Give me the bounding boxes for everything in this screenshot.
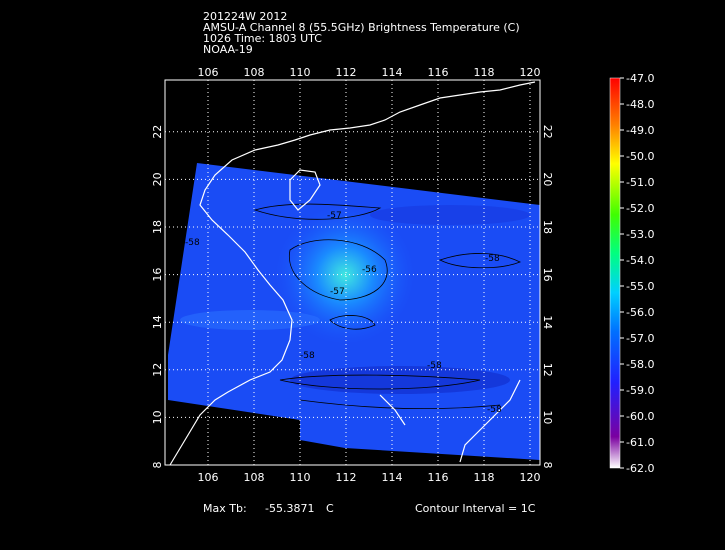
lat-label: 20 <box>541 172 554 186</box>
lon-label: 110 <box>290 66 311 79</box>
title-line: 1026 Time: 1803 UTC <box>203 32 322 45</box>
colorbar-label: -47.0 <box>626 72 654 85</box>
contour <box>279 374 481 390</box>
colorbar <box>609 77 621 469</box>
lat-label: 20 <box>151 172 164 186</box>
title-line: AMSU-A Channel 8 (55.5GHz) Brightness Te… <box>203 21 520 34</box>
contour-label: -57 <box>330 287 345 297</box>
colorbar-label: -62.0 <box>626 462 654 475</box>
colorbar-label: -53.0 <box>626 228 654 241</box>
lon-label: 120 <box>520 66 541 79</box>
lon-label: 110 <box>290 471 311 484</box>
max-value: -55.3871 <box>265 502 314 515</box>
cold-band <box>370 205 530 225</box>
lat-label: 8 <box>151 462 164 469</box>
lon-label: 116 <box>428 471 449 484</box>
lat-label: 16 <box>151 268 164 282</box>
contour <box>329 315 376 330</box>
lat-label: 22 <box>151 125 164 139</box>
colorbar-label: -52.0 <box>626 202 654 215</box>
coastline <box>169 81 536 466</box>
contour-label: -58 <box>300 351 315 361</box>
lat-label: 14 <box>541 315 554 329</box>
cold-band <box>290 366 510 394</box>
lon-label: 118 <box>474 471 495 484</box>
max-label: Max Tb: <box>203 502 247 515</box>
contour-interval: Contour Interval = 1C <box>415 502 536 515</box>
warm-band <box>180 310 320 330</box>
lon-label: 108 <box>244 66 265 79</box>
lon-label: 120 <box>520 471 541 484</box>
lon-label: 112 <box>336 66 357 79</box>
lon-label: 116 <box>428 66 449 79</box>
colorbar-label: -54.0 <box>626 254 654 267</box>
contour-label: -58 <box>485 254 500 264</box>
max-unit: C <box>326 502 334 515</box>
colorbar-label: -61.0 <box>626 436 654 449</box>
title-line: 201224W 2012 <box>203 10 287 23</box>
contour-label: -58 <box>185 238 200 248</box>
lat-label: 8 <box>541 462 554 469</box>
lon-label: 112 <box>336 471 357 484</box>
lat-label: 16 <box>541 268 554 282</box>
map-frame <box>164 79 541 466</box>
lon-label: 114 <box>382 471 403 484</box>
lat-label: 12 <box>151 363 164 377</box>
colorbar-label: -58.0 <box>626 358 654 371</box>
contour-label: -56 <box>362 265 377 275</box>
contour <box>253 203 382 220</box>
contour <box>438 253 521 269</box>
colorbar-label: -55.0 <box>626 280 654 293</box>
colorbar-label: -57.0 <box>626 332 654 345</box>
lon-label: 114 <box>382 66 403 79</box>
colorbar-label: -56.0 <box>626 306 654 319</box>
contours <box>253 203 521 409</box>
contour-label: -57 <box>327 211 342 221</box>
contour <box>288 239 388 301</box>
lat-label: 22 <box>541 125 554 139</box>
colorbar-label: -49.0 <box>626 124 654 137</box>
lat-label: 12 <box>541 363 554 377</box>
lon-label: 106 <box>198 66 219 79</box>
colorbar-label: -59.0 <box>626 384 654 397</box>
colorbar-label: -48.0 <box>626 98 654 111</box>
lon-label: 106 <box>198 471 219 484</box>
lat-label: 14 <box>151 315 164 329</box>
colorbar-label: -51.0 <box>626 176 654 189</box>
contour-label: -58 <box>427 361 442 371</box>
contour <box>299 399 501 409</box>
colorbar-label: -50.0 <box>626 150 654 163</box>
lat-label: 18 <box>151 220 164 234</box>
lat-label: 10 <box>541 410 554 424</box>
lat-label: 10 <box>151 410 164 424</box>
colorbar-label: -60.0 <box>626 410 654 423</box>
title-line: NOAA-19 <box>203 43 253 56</box>
lon-label: 118 <box>474 66 495 79</box>
lat-label: 18 <box>541 220 554 234</box>
lon-label: 108 <box>244 471 265 484</box>
contour-label: -58 <box>487 405 502 415</box>
